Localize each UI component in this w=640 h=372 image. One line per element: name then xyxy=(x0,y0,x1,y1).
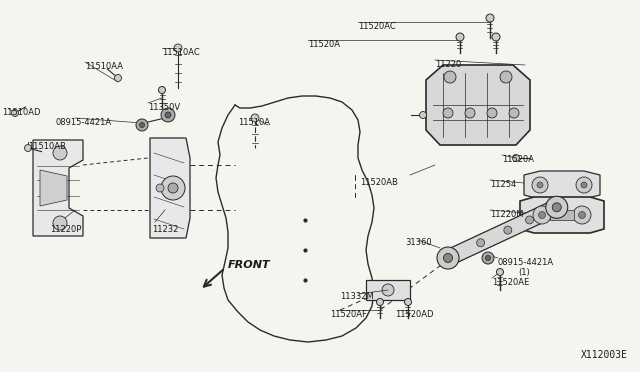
Circle shape xyxy=(53,146,67,160)
Polygon shape xyxy=(33,140,83,236)
Circle shape xyxy=(382,284,394,296)
Circle shape xyxy=(140,122,145,128)
Text: 08915-4421A: 08915-4421A xyxy=(55,118,111,127)
Circle shape xyxy=(537,182,543,188)
Circle shape xyxy=(24,144,31,151)
Circle shape xyxy=(576,177,592,193)
Circle shape xyxy=(486,14,494,22)
Polygon shape xyxy=(150,138,190,238)
Circle shape xyxy=(161,176,185,200)
Circle shape xyxy=(573,206,591,224)
Polygon shape xyxy=(426,65,530,145)
Circle shape xyxy=(532,177,548,193)
Text: (1): (1) xyxy=(518,268,530,277)
Text: 11332M: 11332M xyxy=(340,292,374,301)
Circle shape xyxy=(486,256,490,260)
Circle shape xyxy=(581,182,587,188)
Text: 11520AF: 11520AF xyxy=(330,310,367,319)
Circle shape xyxy=(12,109,19,116)
Polygon shape xyxy=(40,170,67,206)
Circle shape xyxy=(497,269,504,276)
Bar xyxy=(550,210,574,220)
Text: 11520AE: 11520AE xyxy=(492,278,529,287)
Text: 11254: 11254 xyxy=(490,180,516,189)
Circle shape xyxy=(482,252,494,264)
Text: 11520AC: 11520AC xyxy=(358,22,396,31)
Circle shape xyxy=(136,119,148,131)
Text: 11520AD: 11520AD xyxy=(395,310,433,319)
Circle shape xyxy=(509,108,519,118)
Circle shape xyxy=(465,108,475,118)
Text: FRONT: FRONT xyxy=(228,260,271,270)
Circle shape xyxy=(161,108,175,122)
Circle shape xyxy=(159,87,166,93)
Text: 08915-4421A: 08915-4421A xyxy=(498,258,554,267)
Text: 11510AA: 11510AA xyxy=(85,62,123,71)
Circle shape xyxy=(533,206,551,224)
Circle shape xyxy=(579,212,586,218)
Circle shape xyxy=(477,239,484,247)
Circle shape xyxy=(165,112,171,118)
Polygon shape xyxy=(520,197,604,233)
Text: 11510AD: 11510AD xyxy=(2,108,40,117)
Circle shape xyxy=(504,226,512,234)
Circle shape xyxy=(456,33,464,41)
Circle shape xyxy=(437,247,459,269)
Text: 11232: 11232 xyxy=(152,225,179,234)
Text: 31360: 31360 xyxy=(405,238,431,247)
Circle shape xyxy=(115,74,122,81)
Text: 11520AB: 11520AB xyxy=(360,178,398,187)
Text: 11510AC: 11510AC xyxy=(162,48,200,57)
Text: 11220M: 11220M xyxy=(490,210,524,219)
Text: 11350V: 11350V xyxy=(148,103,180,112)
Circle shape xyxy=(525,216,534,224)
Polygon shape xyxy=(524,171,600,199)
Circle shape xyxy=(444,253,452,263)
Circle shape xyxy=(251,114,259,122)
Circle shape xyxy=(492,33,500,41)
Polygon shape xyxy=(445,200,560,265)
Circle shape xyxy=(404,298,412,305)
Circle shape xyxy=(156,184,164,192)
Circle shape xyxy=(546,196,568,218)
Circle shape xyxy=(444,71,456,83)
Circle shape xyxy=(174,44,182,52)
Circle shape xyxy=(53,216,67,230)
Polygon shape xyxy=(366,280,410,300)
Circle shape xyxy=(538,212,545,218)
Text: X112003E: X112003E xyxy=(581,350,628,360)
Circle shape xyxy=(419,112,426,119)
Circle shape xyxy=(552,203,561,212)
Text: 11520A: 11520A xyxy=(308,40,340,49)
Text: 11510AB: 11510AB xyxy=(28,142,66,151)
Text: 11220P: 11220P xyxy=(50,225,81,234)
Text: 11220: 11220 xyxy=(435,60,461,69)
Text: 11520A: 11520A xyxy=(502,155,534,164)
Circle shape xyxy=(500,71,512,83)
Circle shape xyxy=(443,108,453,118)
Circle shape xyxy=(376,298,383,305)
Circle shape xyxy=(487,108,497,118)
Circle shape xyxy=(168,183,178,193)
Circle shape xyxy=(513,154,520,161)
Text: 11510A: 11510A xyxy=(238,118,270,127)
